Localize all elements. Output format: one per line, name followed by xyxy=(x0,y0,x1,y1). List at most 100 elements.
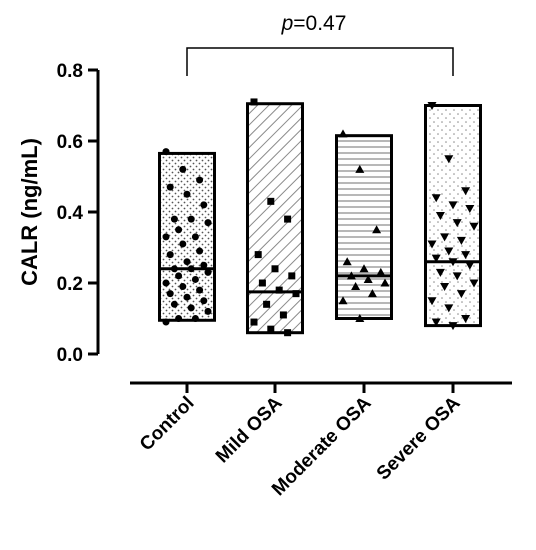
data-point xyxy=(200,261,208,269)
data-point xyxy=(342,257,352,266)
data-point xyxy=(162,279,170,287)
x-tick-label: Mild OSA xyxy=(212,392,287,467)
data-point xyxy=(263,300,271,308)
data-point xyxy=(452,272,462,281)
data-point xyxy=(427,240,437,249)
p-value: =0.47 xyxy=(293,12,346,35)
data-point xyxy=(456,236,466,245)
data-point xyxy=(183,293,191,301)
data-point xyxy=(267,325,275,333)
data-point xyxy=(183,258,191,266)
data-point xyxy=(355,164,365,173)
data-point xyxy=(456,290,466,299)
y-tick-label: 0.0 xyxy=(57,345,83,366)
data-point xyxy=(254,251,262,259)
data-point xyxy=(469,279,479,288)
data-point xyxy=(200,201,208,209)
data-point xyxy=(175,315,183,322)
box xyxy=(424,104,482,328)
data-point xyxy=(275,286,283,294)
data-point xyxy=(461,251,471,260)
data-point xyxy=(346,271,356,280)
data-point xyxy=(204,268,212,276)
data-point xyxy=(444,304,454,313)
data-point xyxy=(338,296,348,305)
boxes xyxy=(158,102,482,335)
data-point xyxy=(196,286,204,294)
data-point xyxy=(258,279,266,287)
data-point xyxy=(279,311,287,319)
data-point xyxy=(170,265,178,273)
data-point xyxy=(440,283,450,292)
data-point xyxy=(431,194,441,203)
data-point xyxy=(288,272,296,280)
data-point xyxy=(166,290,174,298)
data-point xyxy=(267,197,275,205)
data-point xyxy=(162,233,170,241)
data-point xyxy=(166,183,174,191)
data-point xyxy=(271,265,279,273)
y-ticks: 0.0 0.2 0.4 0.6 0.8 xyxy=(57,61,98,366)
data-point xyxy=(183,190,191,198)
data-point xyxy=(162,318,170,326)
data-point xyxy=(359,264,369,273)
data-point xyxy=(200,297,208,305)
significance-bracket xyxy=(186,47,454,76)
data-point xyxy=(427,102,437,110)
data-point xyxy=(363,274,373,283)
data-point xyxy=(461,187,471,196)
box xyxy=(335,134,393,320)
x-tick-label: Severe OSA xyxy=(373,392,465,484)
y-tick-label: 0.4 xyxy=(57,203,84,224)
data-point xyxy=(448,258,458,267)
data-point xyxy=(465,204,475,213)
y-axis-title: CALR (ng/mL) xyxy=(17,138,42,286)
data-point xyxy=(196,247,204,255)
data-point xyxy=(179,283,187,291)
data-point xyxy=(204,219,212,227)
y-tick-label: 0.8 xyxy=(57,61,83,82)
data-point xyxy=(338,129,348,138)
data-point xyxy=(469,222,479,231)
data-point xyxy=(427,297,437,306)
y-tick-label: 0.6 xyxy=(57,132,83,153)
data-point xyxy=(376,267,386,276)
data-point xyxy=(191,233,199,241)
data-point xyxy=(431,318,441,327)
data-point xyxy=(175,226,183,234)
data-point xyxy=(435,268,445,277)
p-value-label: p=0.47 xyxy=(281,12,347,35)
data-point xyxy=(380,278,390,287)
data-point xyxy=(448,322,458,331)
data-point xyxy=(179,240,187,248)
x-tick-label: Control xyxy=(136,393,199,456)
data-point xyxy=(431,254,441,263)
data-point xyxy=(292,290,300,298)
data-point xyxy=(191,315,199,322)
data-points xyxy=(162,98,479,337)
data-point xyxy=(284,329,292,337)
data-point xyxy=(162,148,170,156)
data-point xyxy=(461,315,471,323)
data-point xyxy=(284,215,292,223)
data-point xyxy=(179,165,187,173)
data-point xyxy=(448,201,458,210)
data-point xyxy=(170,215,178,223)
data-point xyxy=(166,251,174,259)
data-point xyxy=(250,98,258,106)
data-point xyxy=(196,176,204,184)
y-tick-label: 0.2 xyxy=(57,274,83,295)
data-point xyxy=(444,247,454,256)
data-point xyxy=(444,155,454,164)
data-point xyxy=(372,225,382,234)
data-point xyxy=(204,307,212,315)
significance-annotation: p=0.47 xyxy=(186,12,454,76)
data-point xyxy=(187,265,195,273)
data-point xyxy=(191,275,199,283)
data-point xyxy=(465,261,475,270)
data-point xyxy=(452,219,462,228)
data-point xyxy=(355,314,365,322)
data-point xyxy=(250,318,258,326)
